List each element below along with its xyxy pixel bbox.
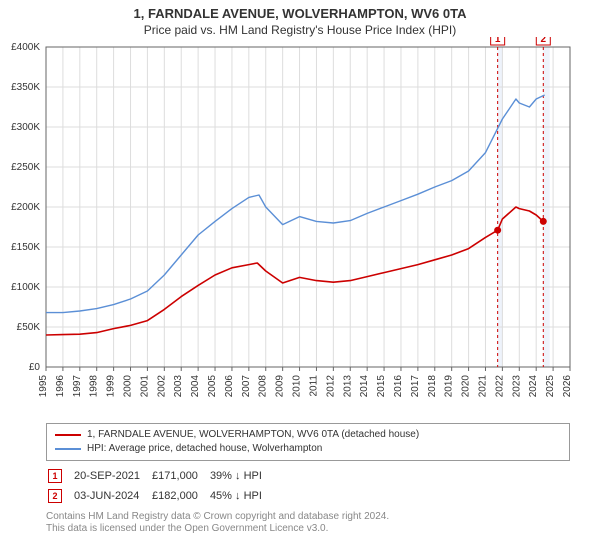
svg-text:2: 2 <box>541 37 547 45</box>
legend-row: HPI: Average price, detached house, Wolv… <box>55 442 561 456</box>
marker-date: 20-SEP-2021 <box>74 467 150 485</box>
table-row: 1 20-SEP-2021£171,00039% ↓ HPI <box>48 467 272 485</box>
svg-text:2003: 2003 <box>173 375 184 398</box>
marker-date: 03-JUN-2024 <box>74 487 150 505</box>
svg-text:£400K: £400K <box>11 42 40 53</box>
footnote-line: This data is licensed under the Open Gov… <box>46 523 570 535</box>
svg-text:1996: 1996 <box>55 375 66 398</box>
svg-text:1997: 1997 <box>72 375 83 398</box>
svg-text:2002: 2002 <box>156 375 167 398</box>
svg-text:2017: 2017 <box>410 375 421 398</box>
svg-text:2022: 2022 <box>494 375 505 398</box>
chart-subtitle: Price paid vs. HM Land Registry's House … <box>0 23 600 37</box>
marker-delta: 45% ↓ HPI <box>210 487 272 505</box>
svg-text:2026: 2026 <box>562 375 573 398</box>
svg-text:2008: 2008 <box>258 375 269 398</box>
marker-id-cell: 2 <box>48 487 72 505</box>
svg-text:£150K: £150K <box>11 242 40 253</box>
marker-id-box: 1 <box>48 469 62 483</box>
svg-text:2005: 2005 <box>207 375 218 398</box>
legend-label: 1, FARNDALE AVENUE, WOLVERHAMPTON, WV6 0… <box>87 428 419 442</box>
chart-title-area: 1, FARNDALE AVENUE, WOLVERHAMPTON, WV6 0… <box>0 0 600 37</box>
svg-text:1995: 1995 <box>38 375 49 398</box>
svg-text:1999: 1999 <box>106 375 117 398</box>
svg-text:£50K: £50K <box>17 322 41 333</box>
svg-text:£0: £0 <box>29 362 41 373</box>
table-row: 2 03-JUN-2024£182,00045% ↓ HPI <box>48 487 272 505</box>
svg-text:2018: 2018 <box>427 375 438 398</box>
chart-canvas: £0 £50K £100K £150K £200K £250K £300K £350K £400… <box>0 37 600 417</box>
svg-text:2006: 2006 <box>224 375 235 398</box>
svg-text:£350K: £350K <box>11 82 40 93</box>
legend: 1, FARNDALE AVENUE, WOLVERHAMPTON, WV6 0… <box>46 423 570 461</box>
svg-text:2009: 2009 <box>275 375 286 398</box>
svg-text:2019: 2019 <box>444 375 455 398</box>
svg-text:2023: 2023 <box>511 375 522 398</box>
svg-text:2011: 2011 <box>308 375 319 397</box>
marker-data-table: 1 20-SEP-2021£171,00039% ↓ HPI 2 03-JUN-202… <box>46 465 274 507</box>
svg-text:2020: 2020 <box>461 375 472 398</box>
marker-price: £171,000 <box>152 467 208 485</box>
svg-text:1998: 1998 <box>89 375 100 398</box>
svg-text:2007: 2007 <box>241 375 252 398</box>
svg-text:£300K: £300K <box>11 122 40 133</box>
svg-text:2021: 2021 <box>477 375 488 398</box>
svg-text:2013: 2013 <box>342 375 353 398</box>
marker-price: £182,000 <box>152 487 208 505</box>
svg-text:2001: 2001 <box>139 375 150 398</box>
svg-text:2025: 2025 <box>545 375 556 398</box>
svg-text:2010: 2010 <box>292 375 303 398</box>
svg-text:2000: 2000 <box>123 375 134 398</box>
svg-text:2015: 2015 <box>376 375 387 398</box>
marker-delta: 39% ↓ HPI <box>210 467 272 485</box>
svg-text:£250K: £250K <box>11 162 40 173</box>
legend-label: HPI: Average price, detached house, Wolv… <box>87 442 322 456</box>
svg-text:£200K: £200K <box>11 202 40 213</box>
svg-text:£100K: £100K <box>11 282 40 293</box>
svg-text:2012: 2012 <box>325 375 336 398</box>
svg-text:2014: 2014 <box>359 375 370 398</box>
svg-text:2016: 2016 <box>393 375 404 398</box>
marker-id-box: 2 <box>48 489 62 503</box>
svg-text:2004: 2004 <box>190 375 201 398</box>
legend-row: 1, FARNDALE AVENUE, WOLVERHAMPTON, WV6 0… <box>55 428 561 442</box>
legend-swatch <box>55 448 81 450</box>
svg-text:2024: 2024 <box>528 375 539 398</box>
line-chart-svg: £0 £50K £100K £150K £200K £250K £300K £350K £400… <box>0 37 600 417</box>
footnote: Contains HM Land Registry data © Crown c… <box>46 511 570 535</box>
chart-title: 1, FARNDALE AVENUE, WOLVERHAMPTON, WV6 0… <box>0 6 600 21</box>
footnote-line: Contains HM Land Registry data © Crown c… <box>46 511 570 523</box>
marker-id-cell: 1 <box>48 467 72 485</box>
legend-swatch <box>55 434 81 436</box>
svg-text:1: 1 <box>495 37 501 45</box>
